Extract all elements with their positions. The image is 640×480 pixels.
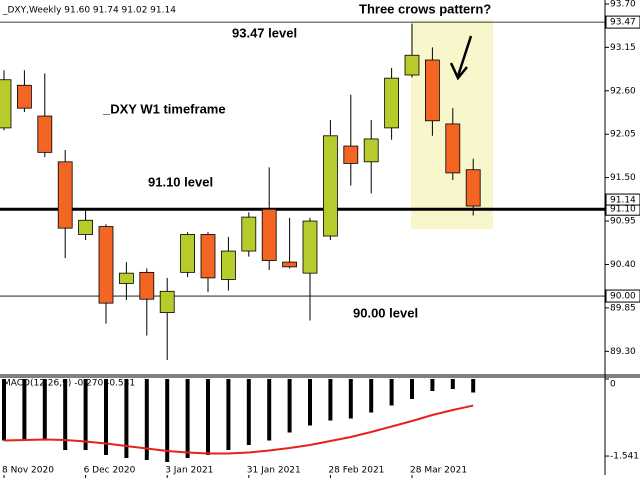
candle-body [37, 115, 53, 153]
macd-bar [410, 379, 414, 399]
candle-body [180, 234, 196, 273]
macd-bar [308, 379, 312, 426]
candle-body [119, 272, 134, 284]
macd-bar [369, 379, 374, 413]
candle-body [322, 135, 338, 237]
candle-body [261, 208, 277, 261]
macd-bar [389, 379, 394, 406]
candle-body [139, 271, 155, 300]
candle-body [302, 220, 318, 274]
x-tick-label: 28 Feb 2021 [328, 466, 384, 476]
y-tick-label: 89.85 [610, 303, 636, 313]
annotation: Three crows pattern? [359, 1, 491, 16]
level-label: 93.47 [610, 18, 636, 28]
macd-bar [22, 379, 27, 441]
y-tick-label: 91.50 [610, 173, 636, 183]
candle-body [0, 79, 12, 129]
annotation: 91.10 level [148, 174, 213, 189]
y-tick-label: 93.70 [610, 0, 636, 9]
candle-body [57, 161, 73, 229]
macd-bar [226, 379, 231, 450]
y-tick-label: 92.05 [610, 130, 636, 140]
y-tick-label: 93.15 [610, 43, 636, 53]
annotation: _DXY W1 timeframe [102, 101, 226, 116]
candle-body [78, 219, 93, 235]
last-price-label: 91.14 [610, 196, 636, 206]
macd-bar [450, 379, 455, 389]
x-tick-label: 8 Nov 2020 [2, 466, 54, 476]
macd-bar [287, 379, 292, 433]
y-tick-label: 89.30 [610, 347, 636, 357]
candle-body [220, 250, 236, 280]
y-tick-label: 90.95 [610, 217, 636, 227]
arrow [449, 35, 473, 81]
annotation: 93.47 level [232, 25, 297, 40]
macd-bar [42, 379, 47, 441]
level-label-box [605, 15, 640, 29]
candle-body [384, 77, 400, 129]
candle-body [404, 54, 420, 76]
candle-body [200, 234, 216, 279]
macd-bar [124, 379, 129, 458]
level-label: 90.00 [610, 292, 636, 302]
candle-body [343, 145, 359, 164]
candle-body [98, 226, 114, 304]
macd-bar [144, 379, 149, 460]
candle-body [445, 123, 461, 174]
macd-bar [104, 379, 108, 455]
y-tick-label: 90.40 [610, 260, 636, 270]
candle-body [424, 59, 440, 122]
last-price-box [605, 193, 640, 206]
macd-bar [246, 379, 251, 445]
macd-bar [63, 379, 68, 450]
macd-bar [348, 379, 353, 419]
macd-bar [471, 379, 476, 393]
candle-body [241, 216, 257, 252]
chart-title: _DXY,Weekly 91.60 91.74 91.02 91.14 [2, 6, 176, 16]
macd-title: MACD(12,26,9) -0.270 -0.531 [3, 379, 135, 389]
candle-body [16, 84, 32, 109]
signal-line [3, 404, 474, 455]
x-tick-label: 6 Dec 2020 [84, 466, 136, 476]
x-tick-label: 31 Jan 2021 [247, 466, 301, 476]
level-label-box [605, 289, 640, 303]
annotation: 90.00 level [353, 305, 418, 320]
macd-bar [2, 379, 6, 441]
x-tick-label: 28 Mar 2021 [410, 466, 467, 476]
y-tick-label: -1.541 [610, 452, 639, 462]
macd-bar [430, 379, 435, 391]
candle-body [465, 169, 481, 207]
level-label: 91.10 [610, 205, 636, 215]
y-tick-label: 92.60 [610, 86, 636, 96]
candle-body [282, 261, 298, 268]
x-tick-label: 3 Jan 2021 [165, 466, 213, 476]
macd-bar [165, 379, 170, 462]
macd-bar [185, 379, 190, 458]
macd-bar [206, 379, 210, 455]
candle-body [363, 138, 379, 163]
macd-bar [328, 379, 333, 421]
macd-bar [267, 379, 272, 441]
candle-body [159, 290, 175, 314]
y-tick-label: 0 [610, 380, 616, 390]
macd-bar [83, 379, 88, 450]
